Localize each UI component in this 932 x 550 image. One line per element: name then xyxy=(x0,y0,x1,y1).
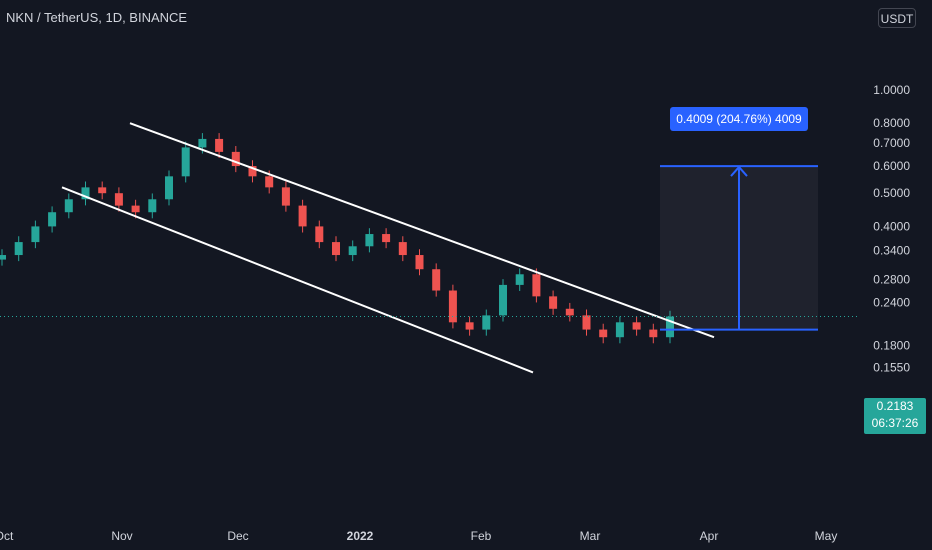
candle-body xyxy=(599,329,608,338)
candle-body xyxy=(165,176,173,200)
x-tick-label: Apr xyxy=(700,529,719,543)
y-tick-label: 0.4000 xyxy=(873,219,910,233)
candle-body xyxy=(332,242,340,256)
x-tick-label: 2022 xyxy=(347,529,374,543)
candle-body xyxy=(348,246,357,256)
y-tick-label: 1.0000 xyxy=(873,83,910,97)
candle-body xyxy=(315,226,324,243)
candle-body xyxy=(0,255,6,260)
candle-body xyxy=(48,212,57,227)
y-tick-label: 0.1550 xyxy=(873,361,910,375)
candle-body xyxy=(565,308,574,316)
candle-body xyxy=(632,322,641,330)
candle-body xyxy=(465,322,474,330)
y-tick-label: 0.7000 xyxy=(873,136,910,150)
candle-body xyxy=(148,199,157,213)
candle-body xyxy=(298,205,307,227)
candle-body xyxy=(281,187,290,206)
y-tick-label: 0.5000 xyxy=(873,186,910,200)
candle-body xyxy=(415,255,424,270)
bar-countdown: 06:37:26 xyxy=(871,416,919,430)
candle-body xyxy=(549,296,558,309)
y-tick-label: 0.2800 xyxy=(873,272,910,286)
y-tick-label: 0.6000 xyxy=(873,159,910,173)
candle-body xyxy=(532,274,541,297)
candle-body xyxy=(181,147,190,177)
candle-body xyxy=(81,187,90,200)
x-tick-label: Mar xyxy=(580,529,601,543)
measure-label: 0.4009 (204.76%) 4009 xyxy=(670,107,808,131)
candle-body xyxy=(265,176,274,188)
candle-body xyxy=(248,166,257,177)
x-tick-label: Oct xyxy=(0,529,14,543)
x-tick-label: Feb xyxy=(471,529,492,543)
channel-lower-line xyxy=(61,186,534,374)
candle-body xyxy=(131,205,140,213)
channel-upper-line xyxy=(129,122,715,339)
y-tick-label: 0.3400 xyxy=(873,244,910,258)
y-axis: 1.0000 0.8000 0.7000 0.6000 0.5000 0.4000 0.34… xyxy=(873,83,910,374)
measure-arrow-head xyxy=(730,165,748,177)
candle-body xyxy=(448,290,457,323)
overlays-group xyxy=(0,122,860,374)
candle-body xyxy=(64,199,73,213)
candle-body xyxy=(582,315,591,330)
candle-body xyxy=(215,138,224,152)
candle-body xyxy=(382,234,391,243)
candle-body xyxy=(14,242,23,256)
x-tick-label: Nov xyxy=(111,529,132,543)
x-tick-label: May xyxy=(815,529,838,543)
candle-body xyxy=(31,226,40,243)
candle-body xyxy=(98,187,107,194)
candle-body xyxy=(666,316,674,338)
x-tick-label: Dec xyxy=(227,529,248,543)
candle-body xyxy=(231,151,240,167)
candle-body xyxy=(499,284,507,316)
candle-body xyxy=(649,329,658,338)
last-price-badge: 0.2183 06:37:26 xyxy=(864,398,926,434)
candle-body xyxy=(365,234,374,247)
y-tick-label: 0.2400 xyxy=(873,295,910,309)
symbol-title[interactable]: NKN / TetherUS, 1D, BINANCE xyxy=(6,10,188,25)
candles-group xyxy=(0,133,674,344)
candle-body xyxy=(615,322,624,338)
currency-button[interactable]: USDT xyxy=(878,8,916,28)
x-axis: Oct Nov Dec 2022 Feb Mar Apr May xyxy=(0,529,837,543)
candle-body xyxy=(482,315,491,330)
y-tick-label: 0.1800 xyxy=(873,338,910,352)
candle-body xyxy=(114,193,123,206)
candle-body xyxy=(515,274,524,285)
y-tick-label: 0.8000 xyxy=(873,116,910,130)
candle-body xyxy=(398,242,407,256)
last-price-value: 0.2183 xyxy=(876,399,914,413)
candle-body xyxy=(198,138,207,148)
candle-body xyxy=(432,269,441,291)
